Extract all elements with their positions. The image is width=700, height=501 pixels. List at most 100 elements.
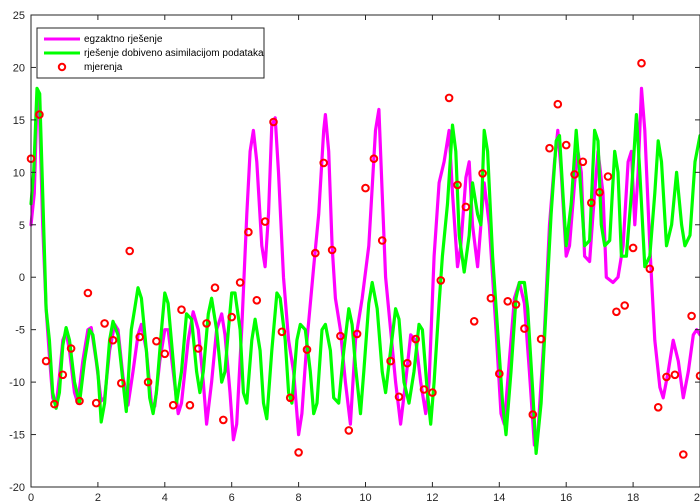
measurement-point: [679, 450, 688, 459]
measurement-point: [536, 334, 546, 344]
y-tick-label: 20: [13, 62, 25, 74]
y-tick-label: -5: [15, 325, 25, 337]
measurement-point: [269, 117, 278, 127]
measurement-point: [428, 388, 437, 397]
measurement-point: [227, 312, 236, 322]
x-tick-label: 16: [560, 492, 572, 501]
x-tick-label: 14: [493, 492, 505, 501]
measurement-point: [453, 180, 462, 190]
measurement-point: [294, 448, 303, 457]
measurement-point: [143, 377, 153, 387]
measurement-point: [653, 403, 663, 412]
measurement-point: [125, 246, 134, 256]
measurement-point: [302, 345, 312, 354]
measurement-point: [545, 143, 554, 153]
measurement-point: [369, 154, 379, 163]
measurement-point: [219, 415, 228, 425]
legend-marker-measurements: [57, 62, 67, 72]
measurement-point: [41, 356, 51, 366]
measurement-point: [135, 332, 144, 342]
measurement-point: [344, 426, 354, 435]
x-tick-label: 0: [28, 492, 34, 501]
measurement-point: [277, 327, 287, 337]
y-tick-label: -20: [9, 482, 25, 494]
measurement-point: [194, 344, 203, 353]
measurement-point: [419, 385, 429, 394]
measurement-point: [361, 183, 370, 193]
legend[interactable]: egzaktno rješenje rješenje dobiveno asim…: [36, 27, 265, 79]
measurement-point: [386, 356, 395, 366]
x-tick-label: 10: [359, 492, 371, 501]
measurement-point: [436, 276, 446, 285]
measurement-point: [160, 349, 170, 359]
measurement-point: [260, 217, 270, 226]
measurement-point: [478, 169, 487, 178]
measurement-point: [108, 335, 118, 345]
y-tick-label: -10: [9, 377, 25, 389]
plot-area: [31, 15, 700, 487]
measurement-point: [553, 99, 563, 109]
measurement-point: [561, 140, 571, 150]
measurement-point: [444, 93, 454, 103]
measurement-point: [244, 227, 253, 237]
measurement-point: [35, 110, 44, 119]
measurement-point: [319, 158, 329, 168]
legend-label-exact: egzaktno rješenje: [84, 34, 163, 45]
measurement-point: [377, 236, 387, 245]
measurement-point: [662, 372, 671, 382]
y-tick-label: 0: [19, 272, 25, 284]
measurement-point: [311, 248, 320, 258]
measurement-point: [235, 278, 245, 287]
measurement-point: [570, 170, 579, 179]
measurement-point: [152, 336, 161, 346]
measurement-point: [695, 371, 700, 381]
measurement-point: [670, 370, 680, 380]
y-tick-label: 5: [19, 220, 25, 232]
x-tick-label: 2: [95, 492, 101, 501]
measurement-point: [620, 301, 630, 310]
measurement-point: [336, 331, 345, 341]
y-tick-label: -15: [9, 430, 25, 442]
measurement-point: [486, 293, 496, 303]
measurement-point: [91, 398, 101, 408]
y-tick-label: 10: [13, 167, 25, 179]
measurement-point: [50, 399, 59, 409]
y-tick-label: 15: [13, 115, 25, 127]
x-tick-label: 6: [229, 492, 235, 501]
measurement-point: [687, 311, 696, 321]
measurement-point: [202, 319, 211, 328]
measurement-point: [503, 297, 513, 306]
measurement-point: [469, 317, 479, 326]
measurement-point: [461, 202, 471, 212]
measurement-point: [411, 334, 421, 344]
measurement-point: [612, 307, 621, 317]
legend-label-measurements: mjerenja: [84, 62, 123, 73]
measurement-point: [394, 392, 404, 402]
measurement-point: [511, 300, 521, 309]
measurement-point: [66, 344, 76, 353]
measurement-point: [285, 393, 295, 403]
measurement-point: [75, 396, 84, 406]
measurement-point: [252, 296, 262, 305]
x-tick-label: 18: [627, 492, 639, 501]
measurement-point: [352, 329, 362, 339]
measurement-point: [595, 188, 604, 197]
series-line-0: [29, 86, 700, 447]
series-line-1: [29, 86, 700, 455]
measurement-point: [100, 319, 109, 328]
x-tick-label: 20: [694, 492, 700, 501]
measurement-point: [327, 245, 337, 255]
measurement-point: [578, 157, 588, 167]
x-tick-label: 12: [426, 492, 438, 501]
measurement-point: [403, 358, 412, 368]
measurement-point: [177, 305, 186, 315]
measurement-point: [210, 283, 220, 293]
measurement-point: [58, 370, 68, 380]
measurement-point: [83, 288, 93, 298]
legend-label-assimilation: rješenje dobiveno asimilacijom podataka: [84, 48, 264, 59]
measurement-point: [185, 400, 195, 410]
x-tick-label: 8: [296, 492, 302, 501]
measurement-point: [168, 400, 178, 410]
series-layer: [26, 58, 700, 459]
measurement-point: [628, 243, 638, 253]
